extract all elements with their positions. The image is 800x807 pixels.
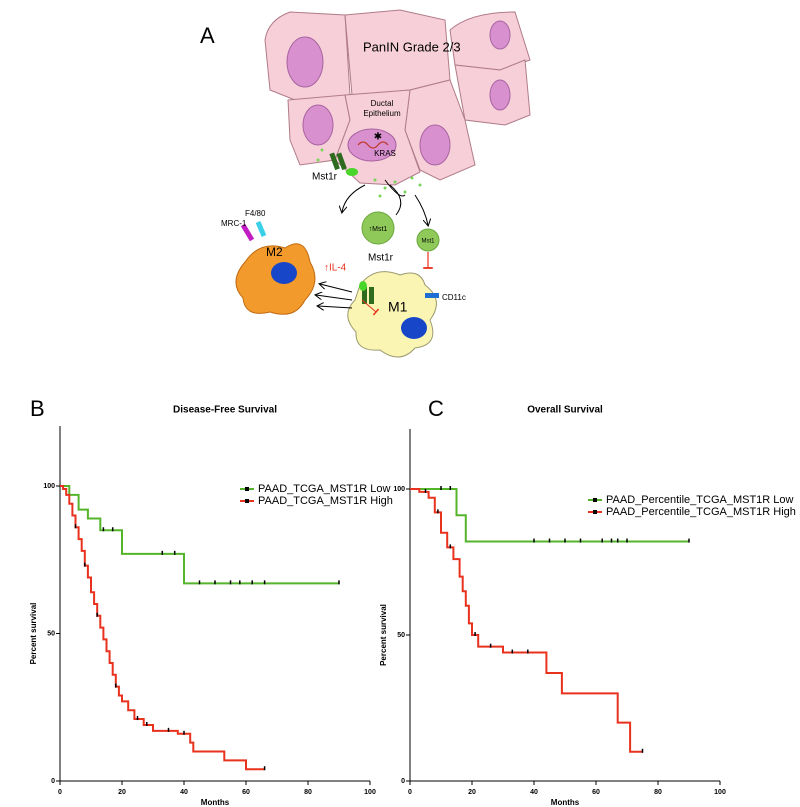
ligand-label: Mst1 [421,239,435,245]
m2-nucleus [271,262,297,284]
survival-line [60,485,339,585]
y-tick-label: 50 [397,632,405,639]
marker-label: MRC-1 [221,219,247,228]
survival-line [60,485,265,771]
x-tick-label: 0 [408,789,412,796]
cell-label: M2 [266,245,283,259]
mrc1 [240,223,255,242]
x-tick-label: 40 [180,789,188,796]
diagram: ✱ A PanIN Grade 2/3 Ductal Epithelium KR… [200,9,531,358]
epithelium-label: Epithelium [363,109,401,118]
legend-marker [245,487,249,491]
y-tick-label: 100 [43,483,55,490]
y-axis-label: Percent survival [379,604,388,666]
arrow [414,194,428,225]
survival-charts: B Disease-Free Survival 0 20 40 60 80 100 0 50 100… [29,396,796,807]
x-tick-label: 60 [242,789,250,796]
inhibition [361,299,380,316]
receptor-label: Mst1r [312,172,338,183]
y-tick-label: 0 [51,778,55,785]
marker-label: CD11c [442,293,466,302]
mst1-up [361,211,395,245]
x-tick-label: 80 [304,789,312,796]
chart-title: Overall Survival [527,405,603,416]
legend-label: PAAD_TCGA_MST1R Low [258,483,391,495]
x-tick-label: 80 [654,789,662,796]
mst1-dots [316,148,422,198]
ligand-label: ↑Mst1 [369,226,388,233]
f480 [255,221,267,237]
nuclei [286,20,511,166]
x-tick-label: 0 [58,789,62,796]
arrow [342,184,366,212]
survival-line [410,488,689,543]
survival-line [410,488,643,753]
cd11c [425,293,439,298]
legend-label: PAAD_TCGA_MST1R High [258,495,393,507]
epi-receptor [329,152,358,176]
chart-title: Disease-Free Survival [173,405,277,416]
legend-label: PAAD_Percentile_TCGA_MST1R High [606,506,796,518]
polarization-arrows [316,284,353,308]
mst1 [416,228,440,252]
x-tick-label: 20 [468,789,476,796]
legend-label: PAAD_Percentile_TCGA_MST1R Low [606,494,794,506]
x-tick-label: 40 [530,789,538,796]
x-tick-label: 60 [592,789,600,796]
y-tick-label: 0 [401,778,405,785]
x-tick-label: 100 [364,789,376,796]
cell-label: M1 [388,299,408,315]
x-axis-label: Months [551,798,580,807]
epithelium-label: Ductal [371,99,394,108]
y-tick-label: 50 [47,630,55,637]
arrow [389,184,402,216]
x-tick-label: 20 [118,789,126,796]
y-tick-label: 100 [393,486,405,493]
x-axis-label: Months [201,798,230,807]
panel-label: A [200,23,215,48]
legend-marker [593,498,597,502]
receptor-label: Mst1r [368,253,394,264]
gene-label: KRAS [374,149,396,158]
cytokine-label: ↑IL-4 [324,263,347,274]
m1-receptor [359,281,374,304]
mutation-star: ✱ [374,132,382,143]
legend-marker [593,510,597,514]
x-tick-label: 100 [714,789,726,796]
tissue-label: PanIN Grade 2/3 [363,39,461,54]
y-axis-label: Percent survival [29,603,38,665]
legend-marker [245,499,249,503]
panel-label: C [428,396,444,421]
marker-label: F4/80 [245,209,266,218]
m1-nucleus [401,317,427,339]
panel-label: B [30,396,45,421]
kras-dna [357,141,389,149]
